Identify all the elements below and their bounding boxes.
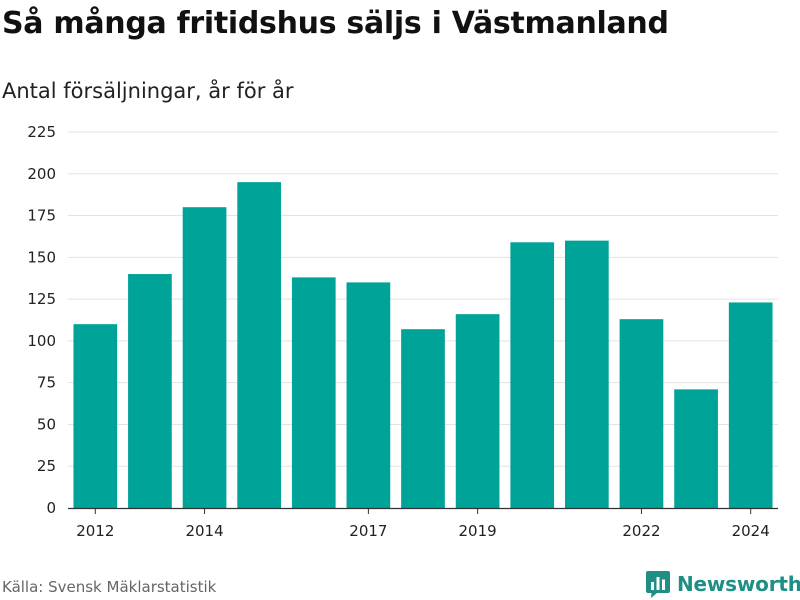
y-tick-label: 150: [27, 248, 56, 266]
bars: [73, 182, 773, 508]
y-tick-label: 200: [27, 165, 56, 183]
x-tick-label: 2024: [732, 522, 770, 540]
brand-logo[interactable]: Newsworthy: [645, 568, 800, 600]
bar-2017: [346, 282, 391, 508]
x-tick-label: 2022: [622, 522, 660, 540]
x-tick-label: 2014: [185, 522, 223, 540]
y-tick-label: 100: [27, 332, 56, 350]
bar-2016: [291, 277, 336, 508]
bar-2013: [128, 274, 172, 508]
x-tick-label: 2012: [76, 522, 114, 540]
x-tick-label: 2017: [349, 522, 387, 540]
bar-2024: [728, 302, 773, 508]
y-axis-ticks: 0 25 50 75 100 125 150 175 200 225: [27, 123, 56, 517]
bar-chart-icon: [646, 571, 670, 598]
bar-2015: [237, 182, 281, 508]
bar-2012: [73, 324, 118, 508]
y-tick-label: 225: [27, 123, 56, 141]
bar-2020: [510, 242, 555, 508]
bar-2023: [674, 389, 718, 508]
bar-2019: [455, 314, 500, 508]
y-tick-label: 0: [46, 499, 56, 517]
chart-subtitle: Antal försäljningar, år för år: [2, 79, 294, 103]
source-note: Källa: Svensk Mäklarstatistik: [2, 578, 217, 596]
y-tick-label: 175: [27, 207, 56, 225]
bar-2014: [182, 207, 227, 508]
bar-2021: [565, 240, 609, 508]
x-axis-ticks: 2012 2014 2017 2019 2022 2024: [76, 508, 770, 540]
y-tick-label: 50: [37, 415, 56, 433]
y-tick-label: 25: [37, 457, 56, 475]
brand-name: Newsworthy: [677, 572, 800, 596]
y-tick-label: 75: [37, 374, 56, 392]
x-tick-label: 2019: [459, 522, 497, 540]
chart-title: Så många fritidshus säljs i Västmanland: [2, 6, 669, 41]
bar-2022: [619, 319, 664, 508]
bar-2018: [401, 329, 445, 508]
y-tick-label: 125: [27, 290, 56, 308]
